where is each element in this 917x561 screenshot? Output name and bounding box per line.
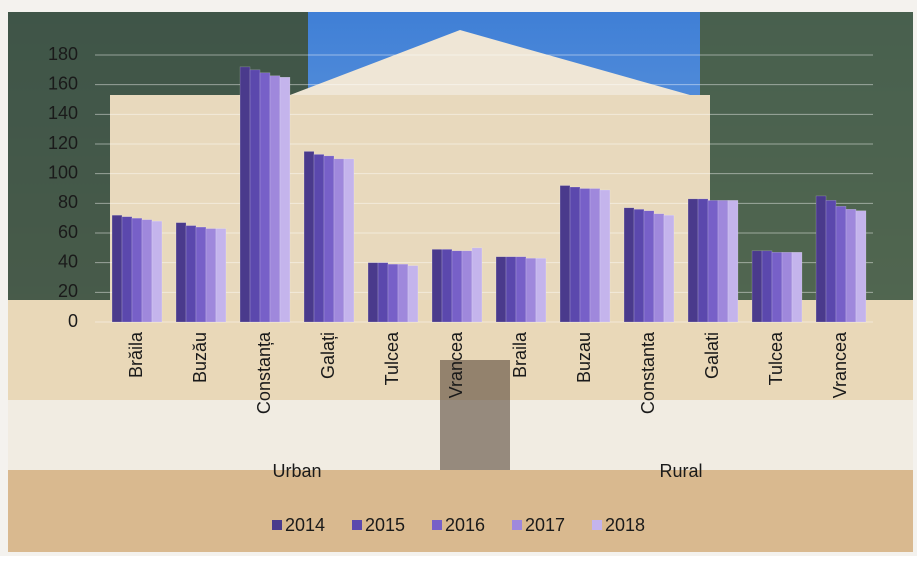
y-tick-label: 0 bbox=[68, 311, 78, 331]
x-tick-label: Tulcea bbox=[382, 331, 402, 385]
y-tick-label: 160 bbox=[48, 73, 78, 93]
x-tick-label: Buzău bbox=[190, 332, 210, 383]
bar bbox=[259, 72, 271, 323]
bar bbox=[761, 250, 773, 323]
x-tick-label: Brăila bbox=[126, 331, 146, 378]
bar bbox=[751, 250, 763, 323]
bar bbox=[387, 263, 399, 323]
bar bbox=[643, 210, 655, 323]
y-tick-label: 60 bbox=[58, 222, 78, 242]
x-tick-label: Buzau bbox=[574, 332, 594, 383]
bar bbox=[707, 200, 719, 323]
legend-swatch bbox=[512, 520, 522, 530]
bar bbox=[131, 217, 143, 323]
bar bbox=[441, 249, 453, 323]
bar bbox=[239, 66, 251, 323]
x-tick-label: Galați bbox=[318, 332, 338, 379]
bar bbox=[111, 214, 123, 323]
bar bbox=[653, 213, 665, 323]
bar bbox=[343, 158, 355, 323]
x-tick-label: Vrancea bbox=[446, 331, 466, 398]
bar bbox=[451, 250, 463, 323]
x-tick-label: Constanta bbox=[638, 331, 658, 414]
bar bbox=[825, 200, 837, 323]
bar bbox=[323, 155, 335, 323]
bar bbox=[303, 151, 315, 323]
bar bbox=[599, 189, 611, 323]
x-tick-label: Vrancea bbox=[830, 331, 850, 398]
bar bbox=[505, 256, 517, 323]
bar bbox=[771, 252, 783, 323]
bar bbox=[249, 69, 261, 323]
legend-label: 2018 bbox=[605, 515, 645, 535]
bar bbox=[623, 207, 635, 323]
legend-label: 2017 bbox=[525, 515, 565, 535]
legend-swatch bbox=[432, 520, 442, 530]
bar bbox=[151, 220, 163, 323]
bar bbox=[471, 247, 483, 323]
x-tick-label: Constanța bbox=[254, 331, 274, 414]
bar bbox=[717, 200, 729, 323]
bar bbox=[397, 263, 409, 323]
legend-label: 2016 bbox=[445, 515, 485, 535]
y-tick-label: 100 bbox=[48, 162, 78, 182]
bar bbox=[845, 209, 857, 323]
bar bbox=[697, 198, 709, 323]
group-label: Rural bbox=[659, 461, 702, 481]
y-tick-label: 180 bbox=[48, 44, 78, 64]
bar bbox=[781, 252, 793, 323]
bar bbox=[205, 228, 217, 323]
bar bbox=[313, 154, 325, 323]
bar bbox=[569, 186, 581, 323]
x-tick-label: Galati bbox=[702, 332, 722, 379]
bar bbox=[525, 257, 537, 323]
bar bbox=[589, 188, 601, 323]
x-tick-label: Tulcea bbox=[766, 331, 786, 385]
legend-label: 2014 bbox=[285, 515, 325, 535]
bar bbox=[367, 262, 379, 323]
x-tick-label: Braila bbox=[510, 331, 530, 378]
bar bbox=[175, 222, 187, 323]
bar bbox=[515, 256, 527, 323]
bar bbox=[835, 206, 847, 323]
y-tick-label: 120 bbox=[48, 133, 78, 153]
bar bbox=[195, 226, 207, 323]
bar bbox=[559, 185, 571, 323]
y-tick-label: 40 bbox=[58, 251, 78, 271]
bar bbox=[377, 262, 389, 323]
bar bbox=[333, 158, 345, 323]
y-tick-label: 20 bbox=[58, 281, 78, 301]
bar bbox=[141, 219, 153, 323]
bar bbox=[687, 198, 699, 323]
bar bbox=[269, 75, 281, 323]
y-tick-label: 140 bbox=[48, 103, 78, 123]
bar bbox=[495, 256, 507, 323]
bar bbox=[579, 188, 591, 323]
bar bbox=[535, 257, 547, 323]
bar bbox=[279, 77, 291, 323]
bar bbox=[407, 265, 419, 323]
group-label: Urban bbox=[272, 461, 321, 481]
y-tick-label: 80 bbox=[58, 192, 78, 212]
bar bbox=[791, 252, 803, 323]
bar bbox=[215, 228, 227, 323]
bar bbox=[461, 250, 473, 323]
bar bbox=[815, 195, 827, 323]
bar bbox=[855, 210, 867, 323]
bar bbox=[431, 249, 443, 323]
bar bbox=[633, 209, 645, 323]
bar bbox=[185, 225, 197, 323]
bar bbox=[663, 214, 675, 323]
legend-swatch bbox=[592, 520, 602, 530]
legend-swatch bbox=[272, 520, 282, 530]
legend-label: 2015 bbox=[365, 515, 405, 535]
legend-swatch bbox=[352, 520, 362, 530]
bar bbox=[727, 200, 739, 323]
bar bbox=[121, 216, 133, 323]
